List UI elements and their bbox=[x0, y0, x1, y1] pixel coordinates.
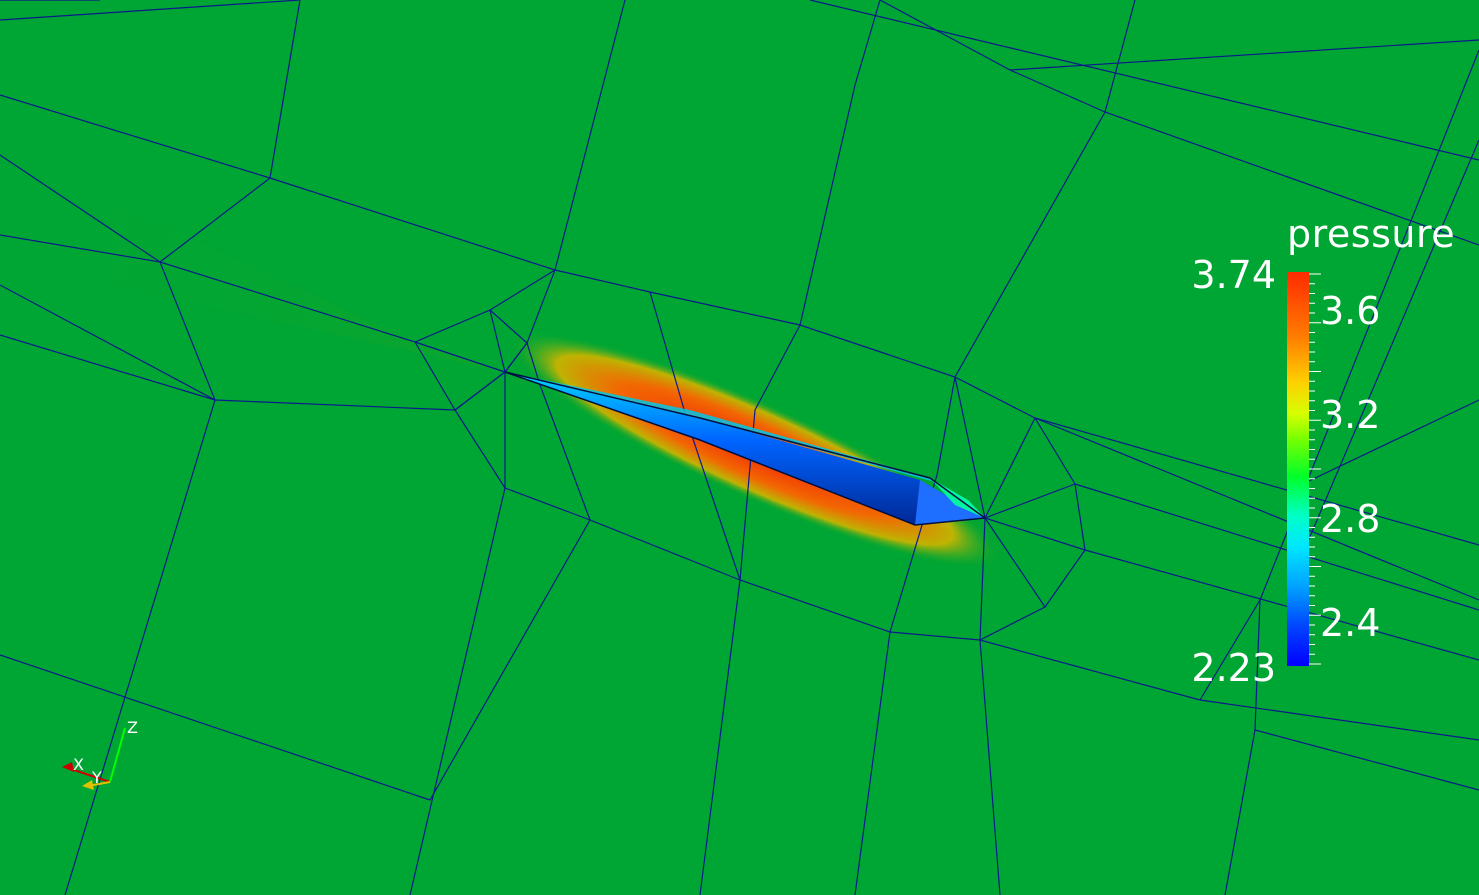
scalar-bar-tick-label: 2.4 bbox=[1320, 601, 1381, 645]
x-axis-label: X bbox=[73, 755, 84, 774]
upstream-wake-region bbox=[0, 150, 505, 372]
scalar-bar-title: pressure bbox=[1287, 212, 1456, 256]
y-axis-label: Y bbox=[92, 768, 102, 787]
scalar-bar-tick-label: 3.2 bbox=[1320, 393, 1381, 437]
scalar-bar-tick-label: 2.8 bbox=[1320, 497, 1381, 541]
scalar-bar-min-label: 2.23 bbox=[1191, 646, 1276, 690]
scalar-bar-tick-label: 3.6 bbox=[1320, 289, 1381, 333]
scalar-bar-color-ramp[interactable] bbox=[1287, 272, 1309, 666]
z-axis-label: Z bbox=[127, 718, 138, 737]
scalar-bar-max-label: 3.74 bbox=[1191, 253, 1276, 297]
airfoil-body bbox=[504, 371, 986, 526]
